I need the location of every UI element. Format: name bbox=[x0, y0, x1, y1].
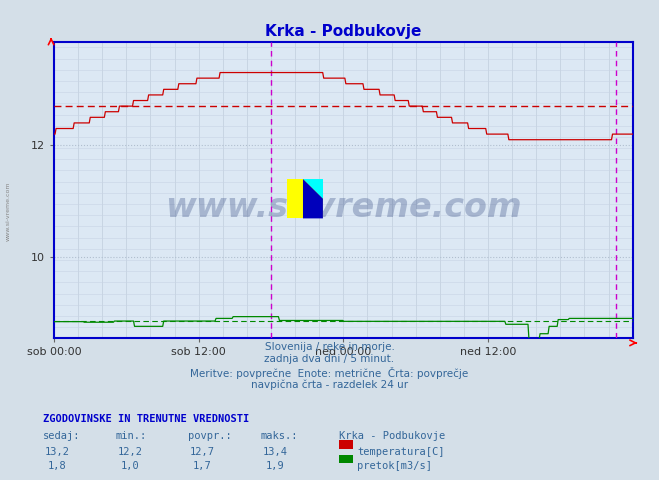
Text: povpr.:: povpr.: bbox=[188, 431, 231, 441]
Text: ZGODOVINSKE IN TRENUTNE VREDNOSTI: ZGODOVINSKE IN TRENUTNE VREDNOSTI bbox=[43, 414, 249, 424]
Text: www.si-vreme.com: www.si-vreme.com bbox=[165, 192, 522, 224]
Text: maks.:: maks.: bbox=[260, 431, 298, 441]
Text: Krka - Podbukovje: Krka - Podbukovje bbox=[339, 431, 445, 441]
Text: navpična črta - razdelek 24 ur: navpična črta - razdelek 24 ur bbox=[251, 379, 408, 390]
Text: Meritve: povprečne  Enote: metrične  Črta: povprečje: Meritve: povprečne Enote: metrične Črta:… bbox=[190, 367, 469, 379]
Text: www.si-vreme.com: www.si-vreme.com bbox=[6, 181, 11, 241]
Title: Krka - Podbukovje: Krka - Podbukovje bbox=[265, 24, 422, 39]
Text: 1,9: 1,9 bbox=[266, 461, 284, 471]
Text: temperatura[C]: temperatura[C] bbox=[357, 447, 445, 457]
Text: 13,4: 13,4 bbox=[262, 447, 287, 457]
Text: 12,2: 12,2 bbox=[117, 447, 142, 457]
Text: 13,2: 13,2 bbox=[45, 447, 70, 457]
Text: 1,7: 1,7 bbox=[193, 461, 212, 471]
Text: 1,8: 1,8 bbox=[48, 461, 67, 471]
Text: 1,0: 1,0 bbox=[121, 461, 139, 471]
Text: zadnja dva dni / 5 minut.: zadnja dva dni / 5 minut. bbox=[264, 354, 395, 364]
Text: Slovenija / reke in morje.: Slovenija / reke in morje. bbox=[264, 342, 395, 352]
Text: min.:: min.: bbox=[115, 431, 146, 441]
Text: pretok[m3/s]: pretok[m3/s] bbox=[357, 461, 432, 471]
Text: 12,7: 12,7 bbox=[190, 447, 215, 457]
Text: sedaj:: sedaj: bbox=[43, 431, 80, 441]
